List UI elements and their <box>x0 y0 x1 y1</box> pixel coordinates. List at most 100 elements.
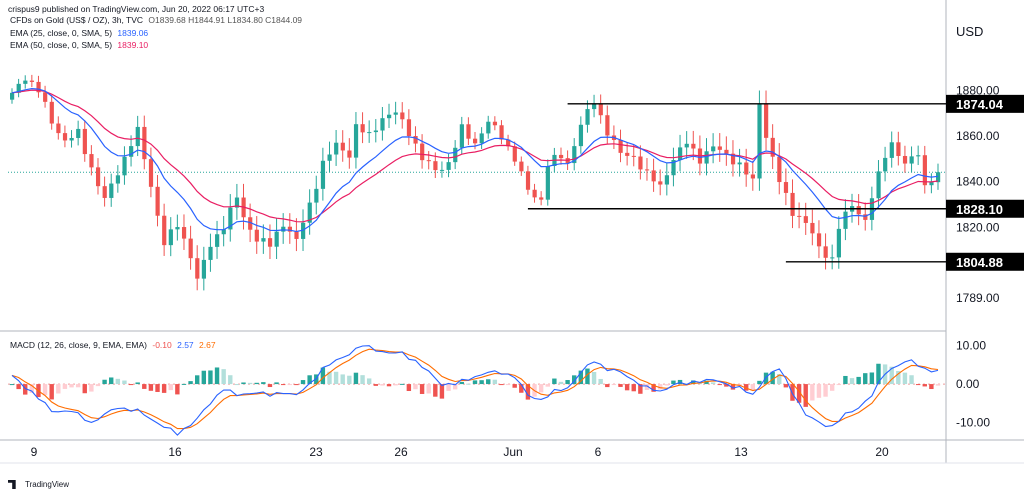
main-legend: CFDs on Gold (US$ / OZ), 3h, TVC O1839.6… <box>10 15 305 26</box>
macd-legend[interactable]: MACD (12, 26, close, 9, EMA, EMA) -0.10 … <box>10 340 219 351</box>
tradingview-branding[interactable]: TradingView <box>8 480 69 489</box>
candle-body <box>201 259 207 279</box>
ema25-label: EMA (25, close, 0, SMA, 5) <box>10 28 113 38</box>
candle-body <box>82 128 87 155</box>
macd-histogram-bar <box>902 372 908 385</box>
candle-body <box>631 155 636 157</box>
macd-histogram-bar <box>664 384 670 386</box>
macd-histogram-bar <box>836 384 841 386</box>
macd-histogram-bar <box>717 384 722 386</box>
macd-histogram-bar <box>347 375 352 385</box>
candle-body <box>89 154 94 168</box>
macd-histogram-bar <box>360 375 365 385</box>
candle-body <box>301 222 306 239</box>
macd-histogram-bar <box>889 366 894 385</box>
macd-histogram-bar <box>16 384 21 390</box>
candle-body <box>658 181 663 185</box>
candle-body <box>711 146 716 152</box>
ema25-line <box>11 87 939 233</box>
candle-body <box>644 169 650 171</box>
candle-body <box>175 227 180 230</box>
macd-histogram-bar <box>128 384 134 386</box>
macd-histogram-bar <box>743 384 749 391</box>
candle-body <box>406 119 412 137</box>
candle-body <box>453 147 458 163</box>
macd-histogram-bar <box>519 384 524 393</box>
brand-text: TradingView <box>25 480 70 489</box>
candle-body <box>558 154 564 159</box>
candle-body <box>797 215 802 217</box>
candle-body <box>830 257 835 259</box>
publish-text: crispus9 published on TradingView.com, J… <box>8 4 265 14</box>
macd-histogram-bar <box>267 384 273 388</box>
macd-histogram-bar <box>611 384 617 386</box>
candle-body <box>16 83 21 93</box>
candle-body <box>426 160 431 162</box>
ema50-line <box>11 89 939 223</box>
macd-histogram-bar <box>320 367 326 385</box>
macd-histogram-bar <box>115 378 121 385</box>
macd-histogram-bar <box>109 377 114 385</box>
macd-histogram-bar <box>23 384 28 395</box>
macd-histogram-bar <box>247 382 253 385</box>
candle-body <box>181 227 187 239</box>
candle-body <box>393 112 398 115</box>
candle-body <box>876 171 881 199</box>
candle-body <box>836 228 841 258</box>
candle-body <box>757 104 762 179</box>
candle-body <box>678 147 683 161</box>
macd-histogram-bar <box>307 375 312 385</box>
macd-histogram-bar <box>810 384 815 401</box>
macd-histogram-bar <box>102 379 107 385</box>
macd-histogram-bar <box>505 384 511 386</box>
macd-histogram-bar <box>406 384 412 392</box>
macd-histogram-bar <box>142 384 147 389</box>
candle-body <box>790 192 795 216</box>
candle-body <box>320 160 326 189</box>
macd-histogram-bar <box>644 384 650 390</box>
candle-body <box>195 258 200 279</box>
candle-body <box>936 172 941 183</box>
candle-body <box>717 146 722 150</box>
candle-body <box>281 226 286 232</box>
level-label-bg <box>946 252 1024 271</box>
candle-body <box>856 206 861 215</box>
macd-histogram-bar <box>691 380 696 385</box>
y-tick-label: 1789.00 <box>956 291 1000 305</box>
candle-body <box>433 161 438 171</box>
macd-histogram-bar <box>221 369 226 385</box>
x-tick-label: 23 <box>309 445 323 459</box>
candle-body <box>843 211 848 229</box>
candle-body <box>916 155 921 157</box>
ema25-legend[interactable]: EMA (25, close, 0, SMA, 5) 1839.06 <box>10 28 151 39</box>
candle-body <box>512 146 517 162</box>
macd-histogram-bar <box>82 384 87 394</box>
candle-body <box>387 114 392 119</box>
candle-body <box>56 123 61 134</box>
ema50-legend[interactable]: EMA (50, close, 0, SMA, 5) 1839.10 <box>10 40 151 51</box>
y-tick-label: 1860.00 <box>956 129 1000 143</box>
candle-body <box>777 156 782 183</box>
macd-histogram-bar <box>95 384 101 387</box>
macd-histogram-bar <box>75 384 81 388</box>
candle-body <box>109 183 114 198</box>
candle-body <box>327 154 332 161</box>
macd-histogram-bar <box>750 384 755 390</box>
macd-histogram-bar <box>380 384 385 386</box>
candle-body <box>334 142 339 155</box>
candle-body <box>29 80 35 82</box>
candle-body <box>539 197 544 200</box>
candle-body <box>367 132 372 134</box>
macd-histogram-bar <box>525 384 531 400</box>
macd-histogram-bar <box>69 384 74 388</box>
candle-body <box>287 226 292 232</box>
macd-histogram-bar <box>426 384 431 394</box>
candle-body <box>764 104 769 138</box>
macd-tick-label: -10.00 <box>956 416 990 430</box>
macd-histogram-bar <box>486 379 491 385</box>
candle-body <box>340 142 345 151</box>
candle-body <box>162 215 167 246</box>
macd-histogram-bar <box>373 384 378 386</box>
